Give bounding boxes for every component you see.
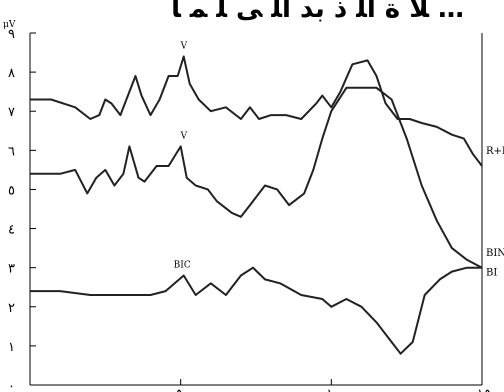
peak-annotation: V bbox=[180, 131, 188, 141]
series-label: BIN bbox=[486, 248, 504, 259]
peak-annotation: BIC bbox=[174, 260, 191, 270]
x-tick-label: ١٠ bbox=[326, 387, 340, 392]
y-tick-label: ٩ bbox=[8, 27, 15, 42]
y-tick-label: ٥ bbox=[8, 183, 15, 198]
y-tick-label: ٢ bbox=[8, 301, 15, 316]
series-line-bin bbox=[30, 86, 483, 269]
y-tick-label: ٤ bbox=[8, 223, 15, 238]
series-line-r-l bbox=[30, 55, 483, 167]
tick-marks bbox=[30, 32, 483, 386]
y-tick-label: ٣ bbox=[8, 262, 15, 277]
y-tick-label: ٨ bbox=[8, 66, 15, 81]
series-layer bbox=[30, 55, 483, 355]
y-tick-label: ٠ bbox=[8, 379, 15, 392]
x-unit-label: ms bbox=[476, 390, 490, 392]
x-tick-label: ٥ bbox=[176, 387, 183, 392]
label-layer: ٠ ١ ٢ ٣ ٤ ٥ ٦ ٧ ٨ ٩μV ٥ ١٠ ١٥ms R+L BIN BI V V BIC bbox=[3, 20, 504, 392]
axes bbox=[29, 33, 483, 386]
series-label: BI bbox=[486, 267, 497, 278]
y-tick-label: ١ bbox=[8, 340, 15, 355]
y-tick-label: ٦ bbox=[8, 144, 15, 159]
series-label: R+L bbox=[486, 146, 504, 157]
y-unit-label: μV bbox=[3, 20, 16, 30]
peak-annotation: V bbox=[180, 41, 188, 51]
banner-text: … ﻼ ﺓ ﺍﻠ ﺫ ﺑﺪ ﺍﻠ ﻰ ﻠ ﻤ ﺎ bbox=[171, 0, 464, 24]
y-tick-label: ٧ bbox=[8, 105, 15, 120]
series-line-bi bbox=[30, 266, 482, 355]
x-tick-label: ١٥ bbox=[477, 387, 491, 392]
title-banner: … ﻼ ﺓ ﺍﻠ ﺫ ﺑﺪ ﺍﻠ ﻰ ﻠ ﻤ ﺎ bbox=[0, 0, 504, 28]
